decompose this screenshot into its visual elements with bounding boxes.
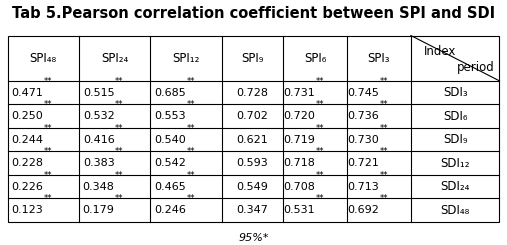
Text: SDI₆: SDI₆ (443, 110, 467, 123)
Text: 0.179: 0.179 (83, 205, 115, 215)
Text: SPI₁₂: SPI₁₂ (172, 52, 200, 65)
Text: **: ** (379, 76, 388, 86)
Text: **: ** (44, 76, 52, 86)
Text: **: ** (187, 100, 195, 109)
Text: 0.531: 0.531 (283, 205, 315, 215)
Text: 0.731: 0.731 (283, 88, 315, 98)
Text: **: ** (44, 123, 52, 133)
Text: 0.465: 0.465 (154, 182, 186, 192)
Text: **: ** (379, 194, 388, 203)
Text: 0.549: 0.549 (236, 182, 268, 192)
Text: 0.471: 0.471 (11, 88, 43, 98)
Text: 0.621: 0.621 (236, 135, 268, 145)
Text: 0.123: 0.123 (12, 205, 43, 215)
Text: **: ** (315, 147, 324, 156)
Text: SDI₃: SDI₃ (443, 86, 467, 99)
Text: **: ** (44, 194, 52, 203)
Text: SDI₂₄: SDI₂₄ (441, 180, 470, 193)
Text: 0.246: 0.246 (154, 205, 186, 215)
Text: **: ** (187, 123, 195, 133)
Text: **: ** (315, 123, 324, 133)
Text: 0.692: 0.692 (347, 205, 379, 215)
Text: 0.515: 0.515 (83, 88, 115, 98)
Text: 0.348: 0.348 (83, 182, 115, 192)
Text: Tab 5.Pearson correlation coefficient between SPI and SDI: Tab 5.Pearson correlation coefficient be… (12, 6, 495, 21)
Text: 0.720: 0.720 (283, 111, 315, 121)
Text: 0.226: 0.226 (11, 182, 43, 192)
Text: 0.736: 0.736 (347, 111, 379, 121)
Text: 0.718: 0.718 (283, 158, 315, 168)
Text: SPI₆: SPI₆ (304, 52, 326, 65)
Text: 0.728: 0.728 (236, 88, 268, 98)
Text: **: ** (115, 194, 124, 203)
Text: **: ** (379, 100, 388, 109)
Text: 0.347: 0.347 (236, 205, 268, 215)
Text: SPI₂₄: SPI₂₄ (101, 52, 128, 65)
Text: 0.708: 0.708 (283, 182, 315, 192)
Text: **: ** (115, 100, 124, 109)
Text: 0.721: 0.721 (347, 158, 379, 168)
Text: 0.713: 0.713 (347, 182, 379, 192)
Text: **: ** (115, 76, 124, 86)
Text: 0.745: 0.745 (347, 88, 379, 98)
Text: 0.532: 0.532 (83, 111, 115, 121)
Text: 0.593: 0.593 (236, 158, 268, 168)
Text: 0.685: 0.685 (154, 88, 186, 98)
Text: 0.719: 0.719 (283, 135, 315, 145)
Text: **: ** (187, 76, 195, 86)
Text: **: ** (379, 171, 388, 180)
Text: **: ** (187, 147, 195, 156)
Text: **: ** (315, 76, 324, 86)
Text: **: ** (315, 194, 324, 203)
Text: **: ** (115, 123, 124, 133)
Text: **: ** (379, 123, 388, 133)
Text: SDI₄₈: SDI₄₈ (441, 204, 470, 217)
Text: **: ** (315, 100, 324, 109)
Text: **: ** (379, 147, 388, 156)
Text: 0.228: 0.228 (11, 158, 43, 168)
Text: 0.553: 0.553 (154, 111, 186, 121)
Bar (8, 36, 499, 222)
Text: SPI₉: SPI₉ (241, 52, 264, 65)
Text: 0.542: 0.542 (154, 158, 186, 168)
Text: **: ** (44, 171, 52, 180)
Text: SDI₉: SDI₉ (443, 133, 467, 146)
Text: 0.730: 0.730 (347, 135, 379, 145)
Text: **: ** (115, 171, 124, 180)
Text: period: period (457, 61, 495, 74)
Text: **: ** (315, 171, 324, 180)
Text: **: ** (44, 147, 52, 156)
Text: Index: Index (424, 45, 456, 58)
Text: SPI₃: SPI₃ (368, 52, 390, 65)
Text: 0.250: 0.250 (12, 111, 43, 121)
Text: **: ** (115, 147, 124, 156)
Text: 0.383: 0.383 (83, 158, 115, 168)
Text: **: ** (187, 171, 195, 180)
Text: 0.244: 0.244 (11, 135, 43, 145)
Text: SDI₁₂: SDI₁₂ (441, 157, 470, 170)
Text: **: ** (44, 100, 52, 109)
Text: **: ** (187, 194, 195, 203)
Text: 0.540: 0.540 (154, 135, 186, 145)
Text: SPI₄₈: SPI₄₈ (30, 52, 57, 65)
Text: 0.416: 0.416 (83, 135, 115, 145)
Text: 95%*: 95%* (238, 233, 269, 243)
Text: 0.702: 0.702 (236, 111, 268, 121)
